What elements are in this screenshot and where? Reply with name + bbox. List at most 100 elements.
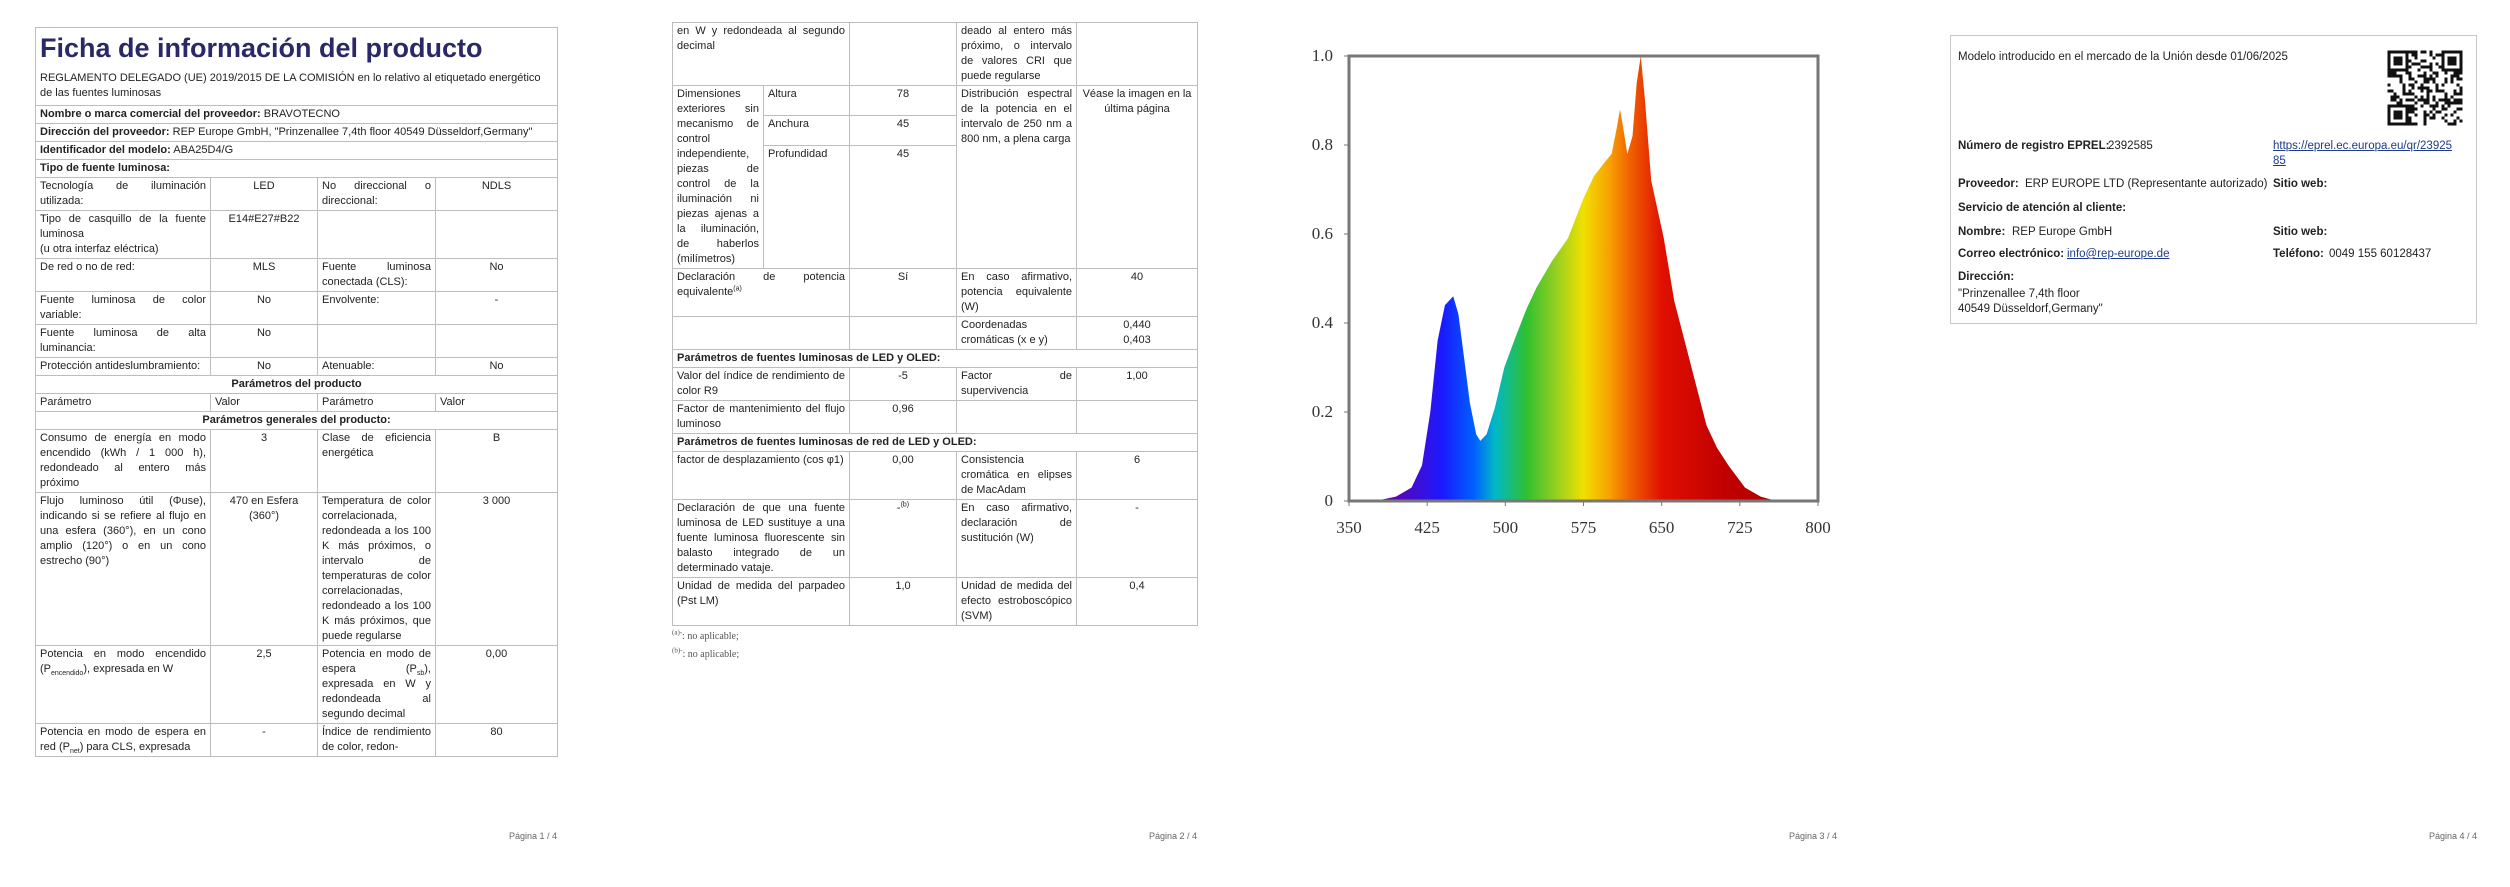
value-cell: 78 bbox=[849, 85, 958, 116]
value-cell bbox=[849, 316, 958, 350]
field-label: Dirección: bbox=[1958, 271, 2015, 283]
text-run: Declaración de potencia equivalente bbox=[677, 271, 846, 298]
table-row: Potencia en modo de espera en red (Pnet)… bbox=[35, 723, 559, 757]
y-tick-label: 0.6 bbox=[1312, 224, 1333, 243]
parameter-cell: Clase de eficiencia energética bbox=[317, 429, 436, 493]
x-tick-label: 725 bbox=[1727, 518, 1753, 537]
page-number: Página 3 / 4 bbox=[1788, 831, 1837, 841]
value-cell: 45 bbox=[849, 145, 958, 269]
field-label: Dirección del proveedor: bbox=[40, 126, 170, 138]
parameter-cell: Atenuable: bbox=[317, 357, 436, 376]
table-row: Declaración de que una fuente luminosa d… bbox=[672, 499, 1199, 578]
dimension-name: Anchura bbox=[762, 115, 851, 146]
qr-code bbox=[2387, 50, 2463, 126]
value-cell: B bbox=[434, 429, 559, 493]
parameter-cell: Declaración de que una fuente luminosa d… bbox=[672, 499, 851, 578]
product-table: en W y redondeada al segundo decimal dead… bbox=[672, 22, 1199, 626]
parameter-cell: Fuente luminosa de color variable: bbox=[35, 291, 211, 325]
header-cell: Ficha de información del producto REGLAME… bbox=[35, 27, 559, 106]
y-tick-label: 1.0 bbox=[1312, 46, 1333, 65]
value-cell: No bbox=[434, 357, 559, 376]
value-cell: E14#E27#B22 bbox=[210, 210, 318, 259]
table-row: Parámetros de fuentes luminosas de red d… bbox=[672, 433, 1199, 452]
parameter-cell bbox=[956, 400, 1078, 434]
value-cell: 3 bbox=[210, 429, 318, 493]
contact-name: REP Europe GmbH bbox=[2012, 226, 2113, 238]
parameter-cell bbox=[317, 324, 436, 358]
parameter-cell: en W y redondeada al segundo decimal bbox=[672, 22, 851, 86]
field-label: Teléfono: bbox=[2273, 248, 2324, 260]
value-cell: - bbox=[434, 291, 559, 325]
value-cell bbox=[1076, 400, 1199, 434]
table-row: De red o no de red: MLS Fuente luminosa co… bbox=[35, 258, 559, 292]
value-cell: 45 bbox=[849, 115, 958, 146]
value-cell: 1,00 bbox=[1076, 367, 1199, 401]
table-row: Unidad de medida del parpadeo (Pst LM) 1,… bbox=[672, 577, 1199, 626]
page-number: Página 4 / 4 bbox=[2428, 831, 2477, 841]
table-row: Parámetro Valor Parámetro Valor bbox=[35, 393, 559, 412]
parameter-cell: De red o no de red: bbox=[35, 258, 211, 292]
dimension-name: Profundidad bbox=[762, 145, 851, 269]
parameter-cell: Tecnología de iluminación utilizada: bbox=[35, 177, 211, 211]
table-row: Parámetros generales del producto: bbox=[35, 411, 559, 430]
column-header: Valor bbox=[210, 393, 318, 412]
column-header: Parámetro bbox=[317, 393, 436, 412]
value-cell: 80 bbox=[434, 723, 559, 757]
parameter-cell: Flujo luminoso útil (Φuse), indicando si… bbox=[35, 492, 211, 646]
parameter-cell: En caso afirmativo, potencia equivalente… bbox=[956, 268, 1078, 317]
parameter-cell: Coordenadas cromáticas (x e y) bbox=[956, 316, 1078, 350]
x-tick-label: 650 bbox=[1649, 518, 1675, 537]
email-link[interactable]: info@rep-europe.de bbox=[2067, 248, 2170, 260]
text-run: ) para CLS, expresada bbox=[79, 741, 191, 753]
dimension-name: Altura bbox=[762, 85, 851, 116]
value-cell: 0,00 bbox=[849, 451, 958, 500]
table-row: Parámetros del producto bbox=[35, 375, 559, 394]
parameter-cell: Tipo de casquillo de la fuente luminosa … bbox=[35, 210, 211, 259]
superscript: (b) bbox=[900, 501, 910, 509]
product-table: Ficha de información del producto REGLAME… bbox=[35, 27, 559, 757]
table-row: Tipo de fuente luminosa: bbox=[35, 159, 559, 178]
value-cell: 0,440 0,403 bbox=[1076, 316, 1199, 350]
value-cell: -5 bbox=[849, 367, 958, 401]
value-cell bbox=[434, 324, 559, 358]
value-cell bbox=[434, 210, 559, 259]
parameter-cell bbox=[672, 316, 851, 350]
x-tick-label: 800 bbox=[1805, 518, 1831, 537]
x-tick-label: 500 bbox=[1493, 518, 1519, 537]
column-header: Parámetro bbox=[35, 393, 211, 412]
table-row: Coordenadas cromáticas (x e y) 0,440 0,40… bbox=[672, 316, 1199, 350]
page-number: Página 1 / 4 bbox=[508, 831, 557, 841]
eprel-number: 2392585 bbox=[2108, 140, 2153, 152]
superscript: (b)- bbox=[672, 646, 683, 655]
field-label: Nombre: bbox=[1958, 226, 2006, 238]
page-2: en W y redondeada al segundo decimal dead… bbox=[672, 22, 1199, 722]
table-row: Consumo de energía en modo encendido (kW… bbox=[35, 429, 559, 493]
value-cell: No bbox=[210, 324, 318, 358]
spectrum-area bbox=[1375, 56, 1777, 501]
phone: 0049 155 60128437 bbox=[2329, 248, 2432, 260]
value-cell: Sí bbox=[849, 268, 958, 317]
value-cell: 0,4 bbox=[1076, 577, 1199, 626]
value-cell: 1,0 bbox=[849, 577, 958, 626]
x-tick-label: 425 bbox=[1414, 518, 1440, 537]
parameter-cell: Envolvente: bbox=[317, 291, 436, 325]
table-row: Parámetros de fuentes luminosas de LED y… bbox=[672, 349, 1199, 368]
field-value: ABA25D4/G bbox=[173, 144, 234, 156]
eprel-link[interactable]: https://eprel.ec.europa.eu/qr/2392585 bbox=[2273, 140, 2453, 167]
field-value: REP Europe GmbH, "Prinzenallee 7,4th flo… bbox=[172, 126, 533, 138]
info-cell: Identificador del modelo: ABA25D4/G bbox=[35, 141, 559, 160]
field-label: Número de registro EPREL: bbox=[1958, 140, 2110, 152]
value-cell: 0,00 bbox=[434, 645, 559, 724]
info-cell: Nombre o marca comercial del proveedor: … bbox=[35, 105, 559, 124]
table-row: Identificador del modelo: ABA25D4/G bbox=[35, 141, 559, 160]
address: "Prinzenallee 7,4th floor 40549 Düsseldo… bbox=[1958, 288, 2103, 315]
field-label: Sitio web: bbox=[2273, 226, 2328, 238]
document-title: Ficha de información del producto bbox=[40, 33, 483, 63]
table-row: Ficha de información del producto REGLAME… bbox=[35, 27, 559, 106]
page-4-box: Modelo introducido en el mercado de la U… bbox=[1950, 35, 2477, 324]
parameter-cell: Fuente luminosa conectada (CLS): bbox=[317, 258, 436, 292]
value-cell: No bbox=[210, 357, 318, 376]
table-row: Profundidad 45 bbox=[673, 145, 1198, 269]
